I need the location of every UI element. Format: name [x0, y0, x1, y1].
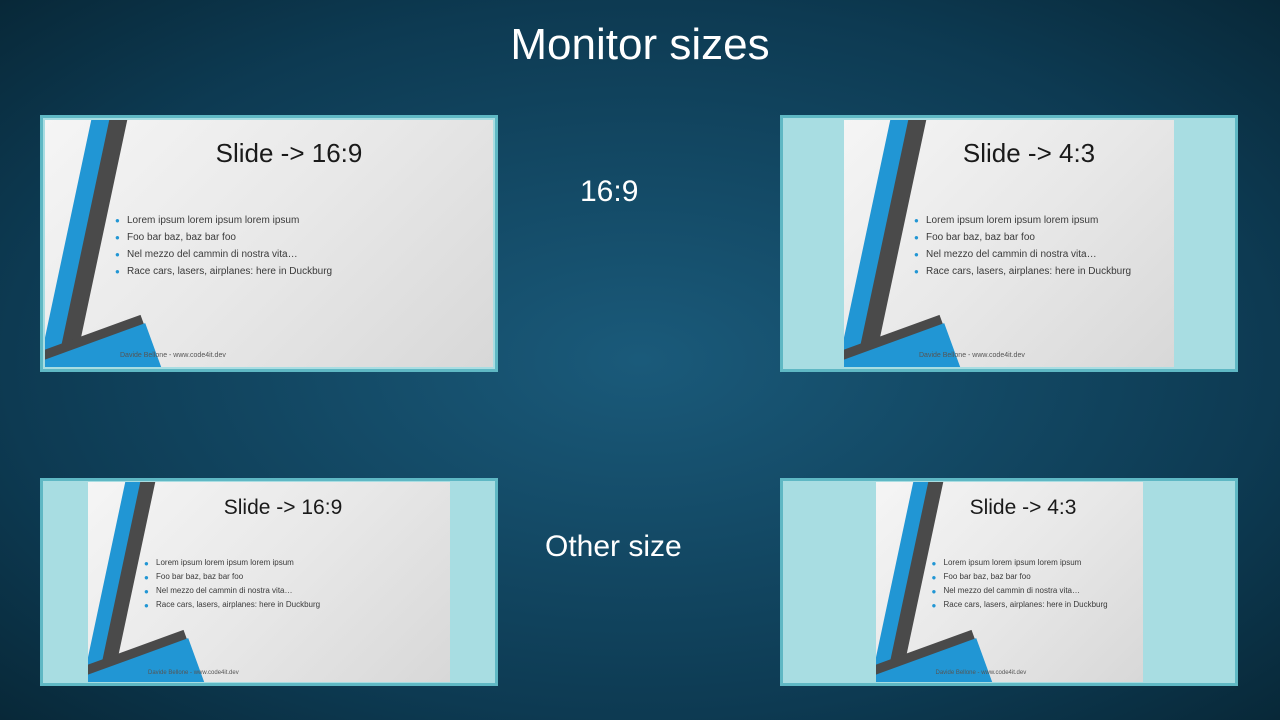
bullet-item: Nel mezzo del cammin di nostra vita…: [932, 586, 1108, 595]
slide-title: Slide -> 16:9: [136, 496, 430, 520]
bullet-item: Foo bar baz, baz bar foo: [932, 572, 1108, 581]
row-label-bottom: Other size: [545, 530, 682, 564]
slide-bullets: Lorem ipsum lorem ipsum lorem ipsum Foo …: [914, 215, 1131, 283]
slide-footer: Davide Bellone - www.code4it.dev: [936, 670, 1027, 676]
bullet-item: Nel mezzo del cammin di nostra vita…: [914, 249, 1131, 260]
bullet-item: Foo bar baz, baz bar foo: [144, 572, 320, 581]
bullet-item: Race cars, lasers, airplanes: here in Du…: [115, 266, 332, 277]
bullet-item: Race cars, lasers, airplanes: here in Du…: [914, 266, 1131, 277]
bullet-item: Lorem ipsum lorem ipsum lorem ipsum: [115, 215, 332, 226]
monitor-bottom-left: Slide -> 16:9 Lorem ipsum lorem ipsum lo…: [40, 478, 498, 686]
bullet-item: Foo bar baz, baz bar foo: [115, 232, 332, 243]
slide-footer: Davide Bellone - www.code4it.dev: [919, 352, 1025, 359]
bullet-item: Nel mezzo del cammin di nostra vita…: [115, 249, 332, 260]
slide-4-3-in-other: Slide -> 4:3 Lorem ipsum lorem ipsum lor…: [876, 482, 1143, 682]
bullet-item: Lorem ipsum lorem ipsum lorem ipsum: [914, 215, 1131, 226]
monitor-top-right: Slide -> 4:3 Lorem ipsum lorem ipsum lor…: [780, 115, 1238, 372]
slide-footer: Davide Bellone - www.code4it.dev: [148, 670, 239, 676]
slide-4-3-in-16-9: Slide -> 4:3 Lorem ipsum lorem ipsum lor…: [844, 120, 1174, 367]
bullet-item: Lorem ipsum lorem ipsum lorem ipsum: [144, 558, 320, 567]
bullet-item: Foo bar baz, baz bar foo: [914, 232, 1131, 243]
slide-bullets: Lorem ipsum lorem ipsum lorem ipsum Foo …: [932, 558, 1108, 614]
bullet-item: Lorem ipsum lorem ipsum lorem ipsum: [932, 558, 1108, 567]
row-label-top: 16:9: [580, 175, 638, 209]
slide-bullets: Lorem ipsum lorem ipsum lorem ipsum Foo …: [115, 215, 332, 283]
bullet-item: Race cars, lasers, airplanes: here in Du…: [932, 600, 1108, 609]
bullet-item: Nel mezzo del cammin di nostra vita…: [144, 586, 320, 595]
slide-16-9-in-other: Slide -> 16:9 Lorem ipsum lorem ipsum lo…: [88, 482, 450, 682]
slide-footer: Davide Bellone - www.code4it.dev: [120, 352, 226, 359]
slide-bullets: Lorem ipsum lorem ipsum lorem ipsum Foo …: [144, 558, 320, 614]
slide-title: Slide -> 4:3: [924, 496, 1123, 520]
slide-title: Slide -> 16:9: [105, 138, 473, 169]
slide-16-9-in-16-9: Slide -> 16:9 Lorem ipsum lorem ipsum lo…: [45, 120, 493, 367]
monitor-top-left: Slide -> 16:9 Lorem ipsum lorem ipsum lo…: [40, 115, 498, 372]
bullet-item: Race cars, lasers, airplanes: here in Du…: [144, 600, 320, 609]
monitor-bottom-right: Slide -> 4:3 Lorem ipsum lorem ipsum lor…: [780, 478, 1238, 686]
page-title: Monitor sizes: [0, 20, 1280, 70]
slide-title: Slide -> 4:3: [904, 138, 1154, 169]
